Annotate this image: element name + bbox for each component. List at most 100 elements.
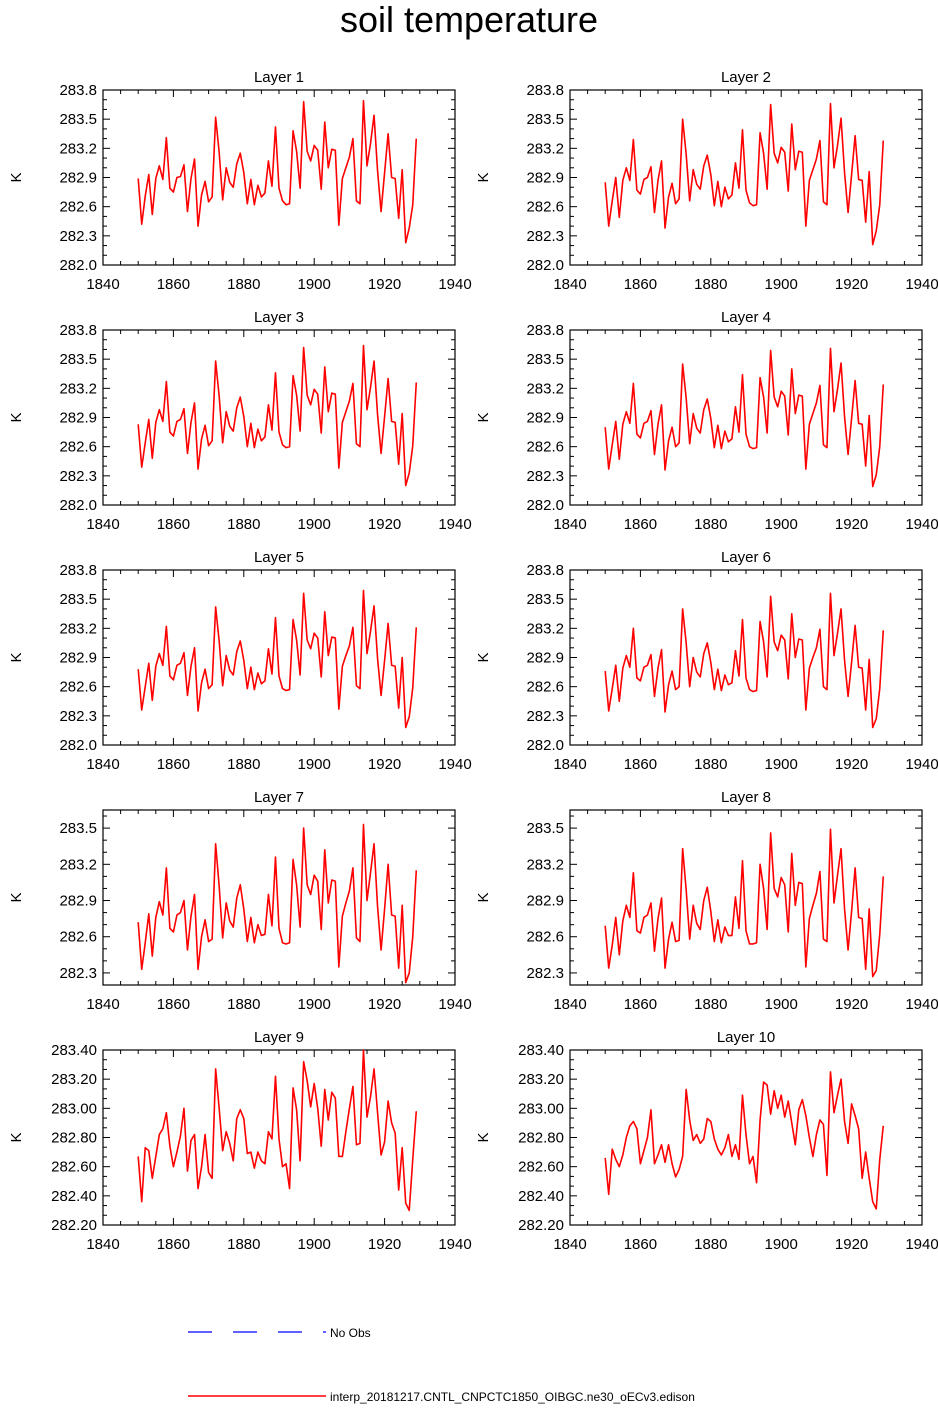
legend-no-obs-line xyxy=(188,1331,326,1333)
panel-title: Layer 7 xyxy=(254,789,304,806)
legend-series: interp_20181217.CNTL_CNPCTC1850_OIBGC.ne… xyxy=(0,1388,938,1408)
y-tick-label: 283.8 xyxy=(59,82,97,99)
x-tick-label: 1920 xyxy=(835,1236,868,1253)
series-line xyxy=(604,347,885,488)
y-tick-label: 283.5 xyxy=(526,591,564,608)
panel-title: Layer 1 xyxy=(254,69,304,86)
y-tick-label: 282.20 xyxy=(518,1217,564,1234)
plot-frame xyxy=(569,809,923,986)
x-tick-label: 1840 xyxy=(553,1236,586,1253)
y-tick-label: 283.2 xyxy=(59,380,97,397)
x-tick-label: 1860 xyxy=(157,516,190,533)
x-tick-label: 1860 xyxy=(624,756,657,773)
x-tick-label: 1860 xyxy=(624,276,657,293)
x-tick-label: 1940 xyxy=(905,516,938,533)
y-tick-label: 283.20 xyxy=(51,1071,97,1088)
x-tick-label: 1840 xyxy=(86,276,119,293)
y-axis-label: K xyxy=(8,412,25,422)
x-tick-label: 1920 xyxy=(835,516,868,533)
x-tick-label: 1860 xyxy=(157,1236,190,1253)
x-tick-label: 1840 xyxy=(86,1236,119,1253)
x-tick-label: 1860 xyxy=(624,996,657,1013)
x-tick-label: 1900 xyxy=(298,996,331,1013)
y-tick-label: 282.20 xyxy=(51,1217,97,1234)
x-tick-label: 1900 xyxy=(765,996,798,1013)
panel-title: Layer 5 xyxy=(254,549,304,566)
x-tick-label: 1880 xyxy=(227,756,260,773)
y-tick-label: 282.3 xyxy=(526,708,564,725)
panel-title: Layer 8 xyxy=(721,789,771,806)
y-tick-label: 283.00 xyxy=(51,1100,97,1117)
y-axis-label: K xyxy=(475,1132,492,1142)
x-tick-label: 1880 xyxy=(694,516,727,533)
x-tick-label: 1880 xyxy=(694,996,727,1013)
x-tick-label: 1920 xyxy=(368,276,401,293)
x-tick-label: 1900 xyxy=(765,276,798,293)
x-tick-label: 1900 xyxy=(765,756,798,773)
x-tick-label: 1840 xyxy=(553,996,586,1013)
chart-panel-3: Layer 3 K 1840 1860 1880 1900 1920 1940 282.0 282… xyxy=(8,309,472,533)
y-tick-label: 283.8 xyxy=(526,82,564,99)
y-tick-label: 283.2 xyxy=(526,140,564,157)
x-tick-label: 1840 xyxy=(86,996,119,1013)
y-tick-label: 282.40 xyxy=(518,1188,564,1205)
x-tick-label: 1860 xyxy=(624,1236,657,1253)
series-line xyxy=(604,592,885,729)
y-tick-label: 282.0 xyxy=(526,737,564,754)
y-tick-label: 282.6 xyxy=(59,439,97,456)
y-axis-label: K xyxy=(475,412,492,422)
y-axis-label: K xyxy=(475,172,492,182)
series-line xyxy=(604,102,885,246)
x-tick-label: 1840 xyxy=(553,276,586,293)
x-tick-label: 1920 xyxy=(835,996,868,1013)
legend-series-line xyxy=(188,1395,326,1397)
y-tick-label: 283.2 xyxy=(526,380,564,397)
chart-panel-10: Layer 10 K 1840 1860 1880 1900 1920 1940 282.20 2… xyxy=(475,1029,938,1253)
x-tick-label: 1840 xyxy=(86,516,119,533)
x-tick-label: 1900 xyxy=(298,1236,331,1253)
y-axis-label: K xyxy=(8,172,25,182)
x-tick-label: 1900 xyxy=(298,516,331,533)
chart-panel-4: Layer 4 K 1840 1860 1880 1900 1920 1940 282.0 282… xyxy=(475,309,938,533)
y-axis-label: K xyxy=(8,892,25,902)
y-tick-label: 283.20 xyxy=(518,1071,564,1088)
y-tick-label: 283.40 xyxy=(51,1042,97,1059)
y-tick-label: 282.9 xyxy=(59,170,97,187)
y-tick-label: 283.8 xyxy=(59,562,97,579)
x-tick-label: 1880 xyxy=(694,276,727,293)
x-tick-label: 1900 xyxy=(298,756,331,773)
x-tick-label: 1900 xyxy=(298,276,331,293)
x-tick-label: 1940 xyxy=(438,996,471,1013)
chart-panel-6: Layer 6 K 1840 1860 1880 1900 1920 1940 282.0 282… xyxy=(475,549,938,773)
y-tick-label: 283.00 xyxy=(518,1100,564,1117)
y-tick-label: 283.5 xyxy=(59,351,97,368)
x-tick-label: 1940 xyxy=(905,756,938,773)
y-tick-label: 282.3 xyxy=(59,965,97,982)
y-tick-label: 283.5 xyxy=(526,351,564,368)
x-tick-label: 1880 xyxy=(227,516,260,533)
y-axis-label: K xyxy=(475,652,492,662)
y-tick-label: 283.2 xyxy=(59,620,97,637)
panel-title: Layer 10 xyxy=(717,1029,775,1046)
panel-title: Layer 9 xyxy=(254,1029,304,1046)
y-tick-label: 282.3 xyxy=(526,965,564,982)
series-line xyxy=(137,344,418,487)
x-tick-label: 1920 xyxy=(835,756,868,773)
y-tick-label: 283.8 xyxy=(526,322,564,339)
y-tick-label: 283.2 xyxy=(526,856,564,873)
panel-title: Layer 2 xyxy=(721,69,771,86)
y-tick-label: 283.8 xyxy=(526,562,564,579)
x-tick-label: 1940 xyxy=(438,516,471,533)
panel-title: Layer 4 xyxy=(721,309,771,326)
y-tick-label: 282.9 xyxy=(59,893,97,910)
y-tick-label: 282.0 xyxy=(59,737,97,754)
chart-main-title: soil temperature xyxy=(339,0,599,40)
y-tick-label: 282.0 xyxy=(59,257,97,274)
chart-panel-5: Layer 5 K 1840 1860 1880 1900 1920 1940 282.0 282… xyxy=(8,549,472,773)
series-line xyxy=(137,589,418,729)
series-line xyxy=(137,823,418,984)
x-tick-label: 1840 xyxy=(553,756,586,773)
x-tick-label: 1840 xyxy=(86,756,119,773)
y-tick-label: 283.5 xyxy=(59,820,97,837)
